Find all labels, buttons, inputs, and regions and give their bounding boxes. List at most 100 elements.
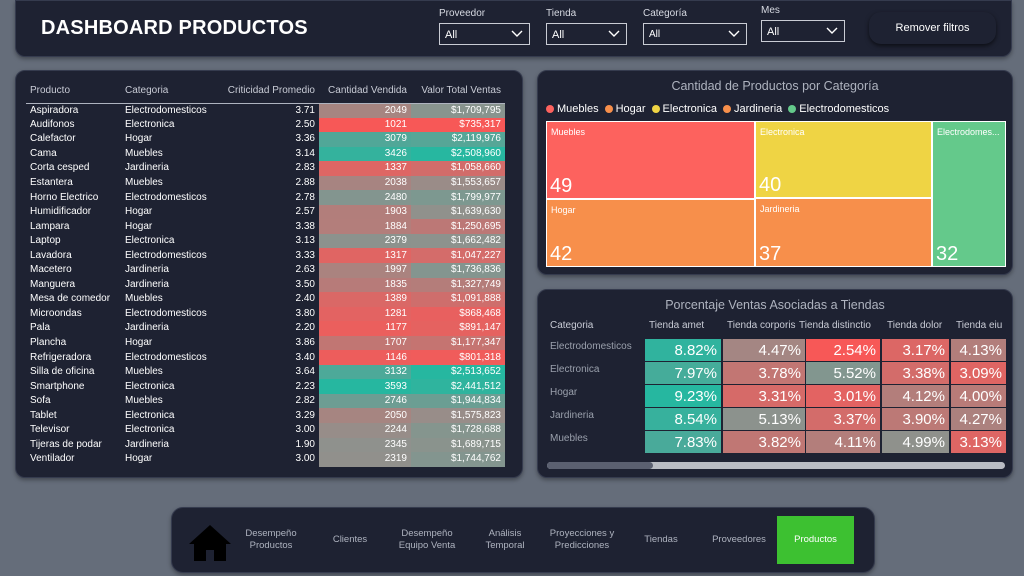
cell-valor: $1,177,347 [411,335,505,351]
matrix-cell[interactable]: 3.37% [806,408,880,430]
matrix-cell[interactable]: 4.11% [806,431,880,453]
table-row[interactable]: Estantera Muebles 2.88 2038 $1,553,657 [26,175,505,191]
table-row[interactable]: Lampara Hogar 3.38 1884 $1,250,695 [26,219,505,234]
matrix-cell[interactable]: 4.47% [723,339,805,361]
matrix-cell[interactable]: 5.52% [806,362,880,384]
treemap-tile-hogar[interactable]: Hogar 42 [546,199,755,267]
table-row[interactable]: Televisor Electronica 3.00 2244 $1,728,688 [26,423,505,438]
filter-categoria[interactable]: Categoría All [643,8,747,45]
table-row[interactable]: Macetero Jardineria 2.63 1997 $1,736,836 [26,263,505,278]
table-row[interactable]: Calefactor Hogar 3.36 3079 $2,119,976 [26,132,505,147]
matrix-cell[interactable]: 3.09% [951,362,1006,384]
nav-tiendas[interactable]: Tiendas [644,534,678,545]
table-row[interactable]: Laptop Electronica 3.13 2379 $1,662,482 [26,233,505,249]
legend-item[interactable]: Jardineria [722,103,782,115]
remove-filters-button[interactable]: Remover filtros [869,12,996,44]
column-header[interactable]: Criticidad Promedio [216,79,319,104]
matrix-cell[interactable]: 4.99% [882,431,949,453]
nav-desempeno-equipo-venta[interactable]: Desempeño Equipo Venta [398,528,456,551]
matrix-cell[interactable]: 4.00% [951,385,1006,407]
table-row[interactable]: Refrigeradora Electrodomesticos 3.40 1146 $8… [26,350,505,365]
column-header[interactable]: Categoria [121,79,216,104]
table-row[interactable]: Lavadora Electrodomesticos 3.33 1317 $1,047,… [26,248,505,264]
home-icon[interactable] [188,524,232,562]
matrix-cell[interactable]: 2.54% [806,339,880,361]
nav-analisis-temporal[interactable]: Análisis Temporal [485,528,525,551]
table-row[interactable]: Manguera Jardineria 3.50 1835 $1,327,749 [26,277,505,293]
column-header[interactable]: Cantidad Vendida [319,79,411,104]
table-row[interactable]: Plancha Hogar 3.86 1707 $1,177,347 [26,335,505,351]
table-row[interactable]: Corta cesped Jardineria 2.83 1337 $1,058,660 [26,161,505,176]
matrix-row-label[interactable]: Muebles [550,433,588,444]
legend-item[interactable]: Electrodomesticos [788,103,889,115]
matrix-cell[interactable]: 3.17% [882,339,949,361]
legend-item[interactable]: Hogar [604,103,646,115]
filter-dropdown[interactable]: All [643,23,747,45]
treemap-tile-muebles[interactable]: Muebles 49 [546,121,755,199]
matrix-cell[interactable]: 4.27% [951,408,1006,430]
filter-proveedor[interactable]: Proveedor All [439,8,530,45]
matrix-cell[interactable]: 3.90% [882,408,949,430]
matrix-cell[interactable]: 5.13% [723,408,805,430]
matrix-cell[interactable]: 3.01% [806,385,880,407]
matrix-row-label[interactable]: Hogar [550,387,578,398]
nav-productos[interactable]: Productos [777,516,854,564]
column-header[interactable]: Valor Total Ventas [411,79,505,104]
table-row[interactable]: Aspiradora Electrodomesticos 3.71 2049 $1,70… [26,103,505,118]
matrix-row-label[interactable]: Jardineria [550,410,594,421]
filter-mes[interactable]: Mes All [761,5,845,42]
table-row[interactable]: Ventilador Hogar 3.00 2319 $1,744,762 [26,452,505,467]
table-row[interactable]: Humidificador Hogar 2.57 1903 $1,639,630 [26,204,505,220]
matrix-column-header[interactable]: Tienda eiu [956,320,1003,331]
table-row[interactable]: Tablet Electronica 3.29 2050 $1,575,823 [26,408,505,424]
matrix-cell[interactable]: 3.31% [723,385,805,407]
cell-producto: Sofa [30,395,51,407]
nav-proveedores[interactable]: Proveedores [712,534,766,545]
matrix-column-header[interactable]: Tienda amet [649,320,705,331]
table-row[interactable]: Horno Electrico Electrodomesticos 2.78 2480… [26,190,505,205]
matrix-row-label[interactable]: Electronica [550,364,600,375]
cell-categoria: Hogar [125,337,153,349]
matrix-cell[interactable]: 4.12% [882,385,949,407]
table-row[interactable]: Tijeras de podar Jardineria 1.90 2345 $1,689… [26,437,505,453]
legend-item[interactable]: Electronica [651,103,717,115]
table-row[interactable]: Microondas Electrodomesticos 3.80 1281 $868,… [26,306,505,322]
matrix-cell[interactable]: 7.97% [645,362,721,384]
filter-dropdown[interactable]: All [439,23,530,45]
filter-dropdown[interactable]: All [546,23,627,45]
matrix-row-label[interactable]: Electrodomesticos [550,341,632,352]
table-row[interactable]: Silla de oficina Muebles 3.64 3132 $2,513,65… [26,364,505,380]
matrix-cell[interactable]: 4.13% [951,339,1006,361]
nav-desempeno-productos[interactable]: Desempeño Productos [245,528,297,551]
table-row[interactable]: Cama Muebles 3.14 3426 $2,508,960 [26,146,505,162]
legend-item[interactable]: Muebles [546,103,599,115]
horizontal-scrollbar[interactable] [547,462,1005,469]
scrollbar-thumb[interactable] [547,462,653,469]
matrix-cell[interactable]: 3.78% [723,362,805,384]
matrix-column-header[interactable]: Tienda dolor [887,320,943,331]
matrix-cell[interactable]: 8.54% [645,408,721,430]
table-row[interactable]: Mesa de comedor Muebles 2.40 1389 $1,091,888 [26,292,505,307]
table-row[interactable]: Sofa Muebles 2.82 2746 $1,944,834 [26,393,505,409]
matrix-column-header[interactable]: Tienda distinctio [799,320,871,331]
matrix-cell[interactable]: 3.82% [723,431,805,453]
matrix-column-header[interactable]: Tienda corporis [727,320,796,331]
treemap-tile-electronica[interactable]: Electronica 40 [755,121,932,198]
treemap-tile-jardineria[interactable]: Jardineria 37 [755,198,932,267]
matrix-cell[interactable]: 7.83% [645,431,721,453]
column-header[interactable]: Producto [26,79,121,104]
table-row[interactable]: Audifonos Electronica 2.50 1021 $735,317 [26,117,505,133]
treemap-tile-electrodomesticos[interactable]: Electrodomes... 32 [932,121,1006,267]
matrix-cell[interactable]: 3.38% [882,362,949,384]
table-row[interactable]: Smartphone Electronica 2.23 3593 $2,441,512 [26,379,505,394]
matrix-cell[interactable]: 8.82% [645,339,721,361]
filter-tienda[interactable]: Tienda All [546,8,627,45]
matrix-cell[interactable]: 3.13% [951,431,1006,453]
table-row[interactable]: Pala Jardineria 2.20 1177 $891,147 [26,321,505,336]
cell-criticidad: 2.83 [295,162,315,174]
matrix-cell[interactable]: 9.23% [645,385,721,407]
nav-clientes[interactable]: Clientes [332,534,368,545]
nav-proyecciones-predicciones[interactable]: Proyecciones y Predicciones [549,528,615,551]
matrix-row-header[interactable]: Categoria [550,320,594,331]
filter-dropdown[interactable]: All [761,20,845,42]
